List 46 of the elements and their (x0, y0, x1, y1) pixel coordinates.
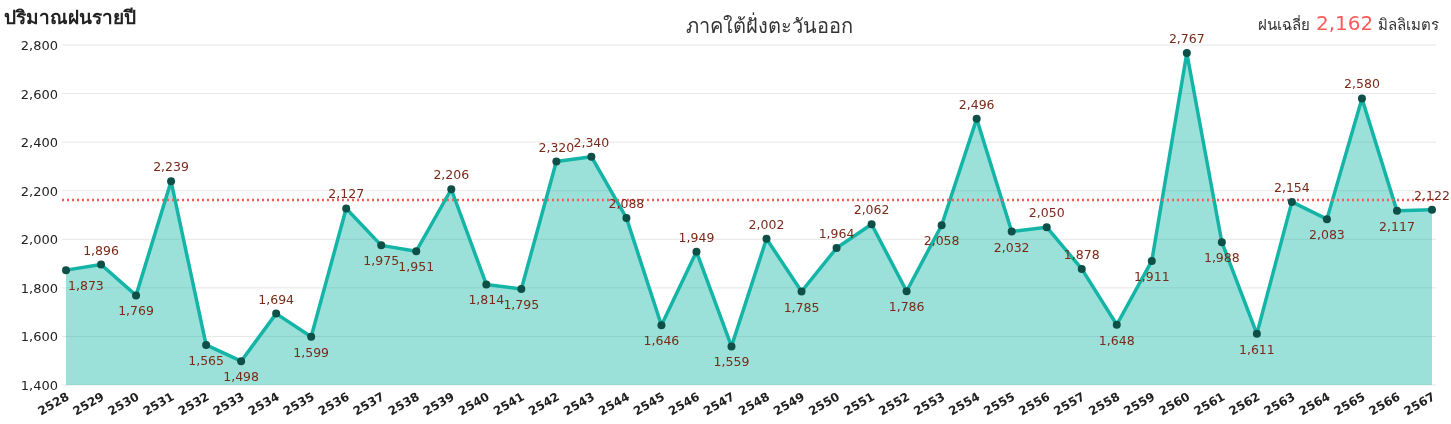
data-label: 1,498 (223, 369, 260, 385)
y-tick-label: 2,600 (20, 86, 58, 102)
data-label: 1,785 (783, 299, 820, 315)
data-label: 1,964 (818, 226, 855, 242)
data-label: 2,580 (1344, 76, 1380, 92)
data-label: 2,083 (1309, 227, 1345, 243)
chart-subtitle: ภาคใต้ฝั่งตะวันออก (685, 12, 853, 38)
y-tick-label: 2,400 (20, 135, 58, 151)
data-label: 2,767 (1168, 31, 1205, 47)
data-label: 2,062 (853, 202, 890, 218)
text: ฝนเฉลี่ย 2,162 มิลลิเมตร (1257, 11, 1439, 35)
data-label: 1,599 (293, 344, 330, 360)
data-label: 1,646 (643, 333, 680, 349)
data-label: 1,873 (68, 278, 104, 294)
data-label: 1,786 (888, 299, 925, 315)
data-label: 2,002 (748, 216, 785, 232)
data-label: 1,611 (1238, 341, 1275, 357)
y-tick-label: 2,000 (20, 232, 58, 248)
data-label: 2,320 (538, 139, 575, 155)
data-label: 1,949 (678, 229, 715, 245)
data-label: 2,154 (1274, 179, 1310, 195)
data-label: 2,239 (153, 159, 190, 175)
data-label: 2,050 (1028, 205, 1065, 221)
data-label: 1,896 (83, 242, 119, 258)
data-label: 1,975 (363, 253, 400, 269)
data-label: 1,814 (468, 292, 505, 308)
data-label: 2,122 (1414, 187, 1450, 203)
data-label: 2,340 (573, 134, 610, 150)
data-label: 2,206 (433, 167, 470, 183)
y-tick-label: 1,600 (20, 329, 58, 345)
chart-title: ปริมาณฝนรายปี (4, 6, 136, 28)
data-label: 2,032 (993, 239, 1030, 255)
y-tick-label: 1,800 (20, 280, 58, 296)
y-tick-label: 1,400 (20, 378, 58, 393)
data-label: 2,496 (958, 96, 995, 112)
data-label: 1,795 (503, 297, 540, 313)
data-label: 2,117 (1379, 218, 1415, 234)
data-label: 1,648 (1098, 332, 1135, 348)
data-label: 1,951 (398, 259, 435, 275)
y-tick-label: 2,800 (20, 38, 58, 53)
data-label: 1,769 (118, 303, 154, 319)
data-label: 1,565 (188, 352, 224, 368)
data-label: 1,694 (258, 291, 295, 307)
y-tick-label: 2,200 (20, 183, 58, 199)
data-label: 1,559 (713, 354, 750, 370)
data-label: 2,127 (328, 186, 365, 202)
